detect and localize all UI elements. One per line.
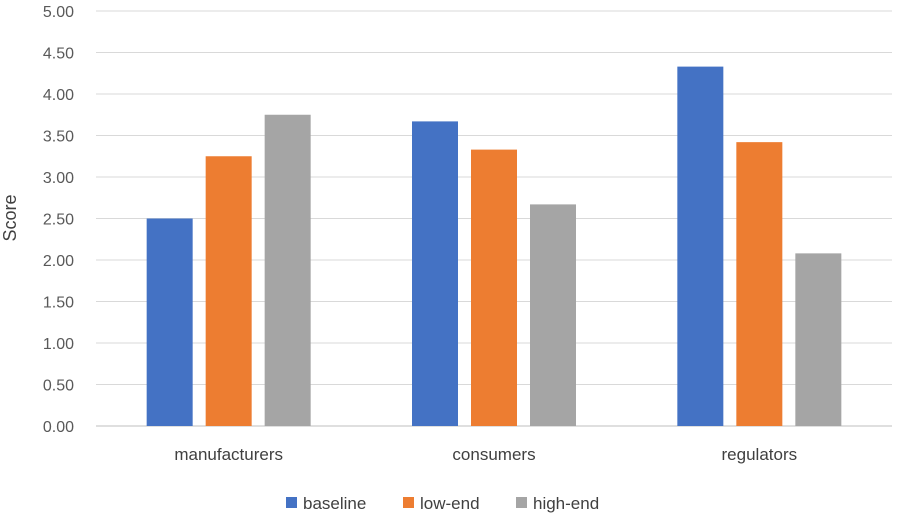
y-tick-label: 1.00 [43,336,74,353]
y-tick-label: 4.50 [43,46,74,63]
y-tick-label: 3.00 [43,170,74,187]
y-tick-label: 2.50 [43,212,74,229]
bar-low-end-manufacturers [205,156,252,426]
x-axis: manufacturers consumers regulators [174,445,797,464]
bar-baseline-consumers [412,121,458,426]
y-tick-label: 0.00 [43,419,74,436]
legend-label-baseline: baseline [303,494,366,513]
legend-label-low-end: low-end [420,494,480,513]
y-axis-title: Score [0,194,20,241]
bar-low-end-consumers [471,149,517,427]
bar-low-end-regulators [736,142,783,426]
legend-swatch-high-end [516,497,527,508]
x-tick-label: regulators [722,445,798,464]
legend: baseline low-end high-end [286,494,599,513]
bar-high-end-manufacturers [264,114,311,426]
y-tick-label: 4.00 [43,87,74,104]
x-tick-label: consumers [452,445,535,464]
legend-swatch-baseline [286,497,297,508]
bar-baseline-regulators [677,66,724,427]
y-axis-ticks: 0.00 0.50 1.00 1.50 2.00 2.50 3.00 3.50 4.00 4.50… [43,4,74,436]
y-tick-label: 1.50 [43,295,74,312]
legend-swatch-low-end [403,497,414,508]
y-tick-label: 2.00 [43,253,74,270]
bar-baseline-manufacturers [146,218,193,426]
legend-label-high-end: high-end [533,494,599,513]
bar-high-end-consumers [530,204,576,426]
y-tick-label: 3.50 [43,129,74,146]
bars [146,66,842,427]
y-tick-label: 5.00 [43,4,74,21]
bar-high-end-regulators [795,253,842,426]
y-tick-label: 0.50 [43,378,74,395]
x-tick-label: manufacturers [174,445,283,464]
